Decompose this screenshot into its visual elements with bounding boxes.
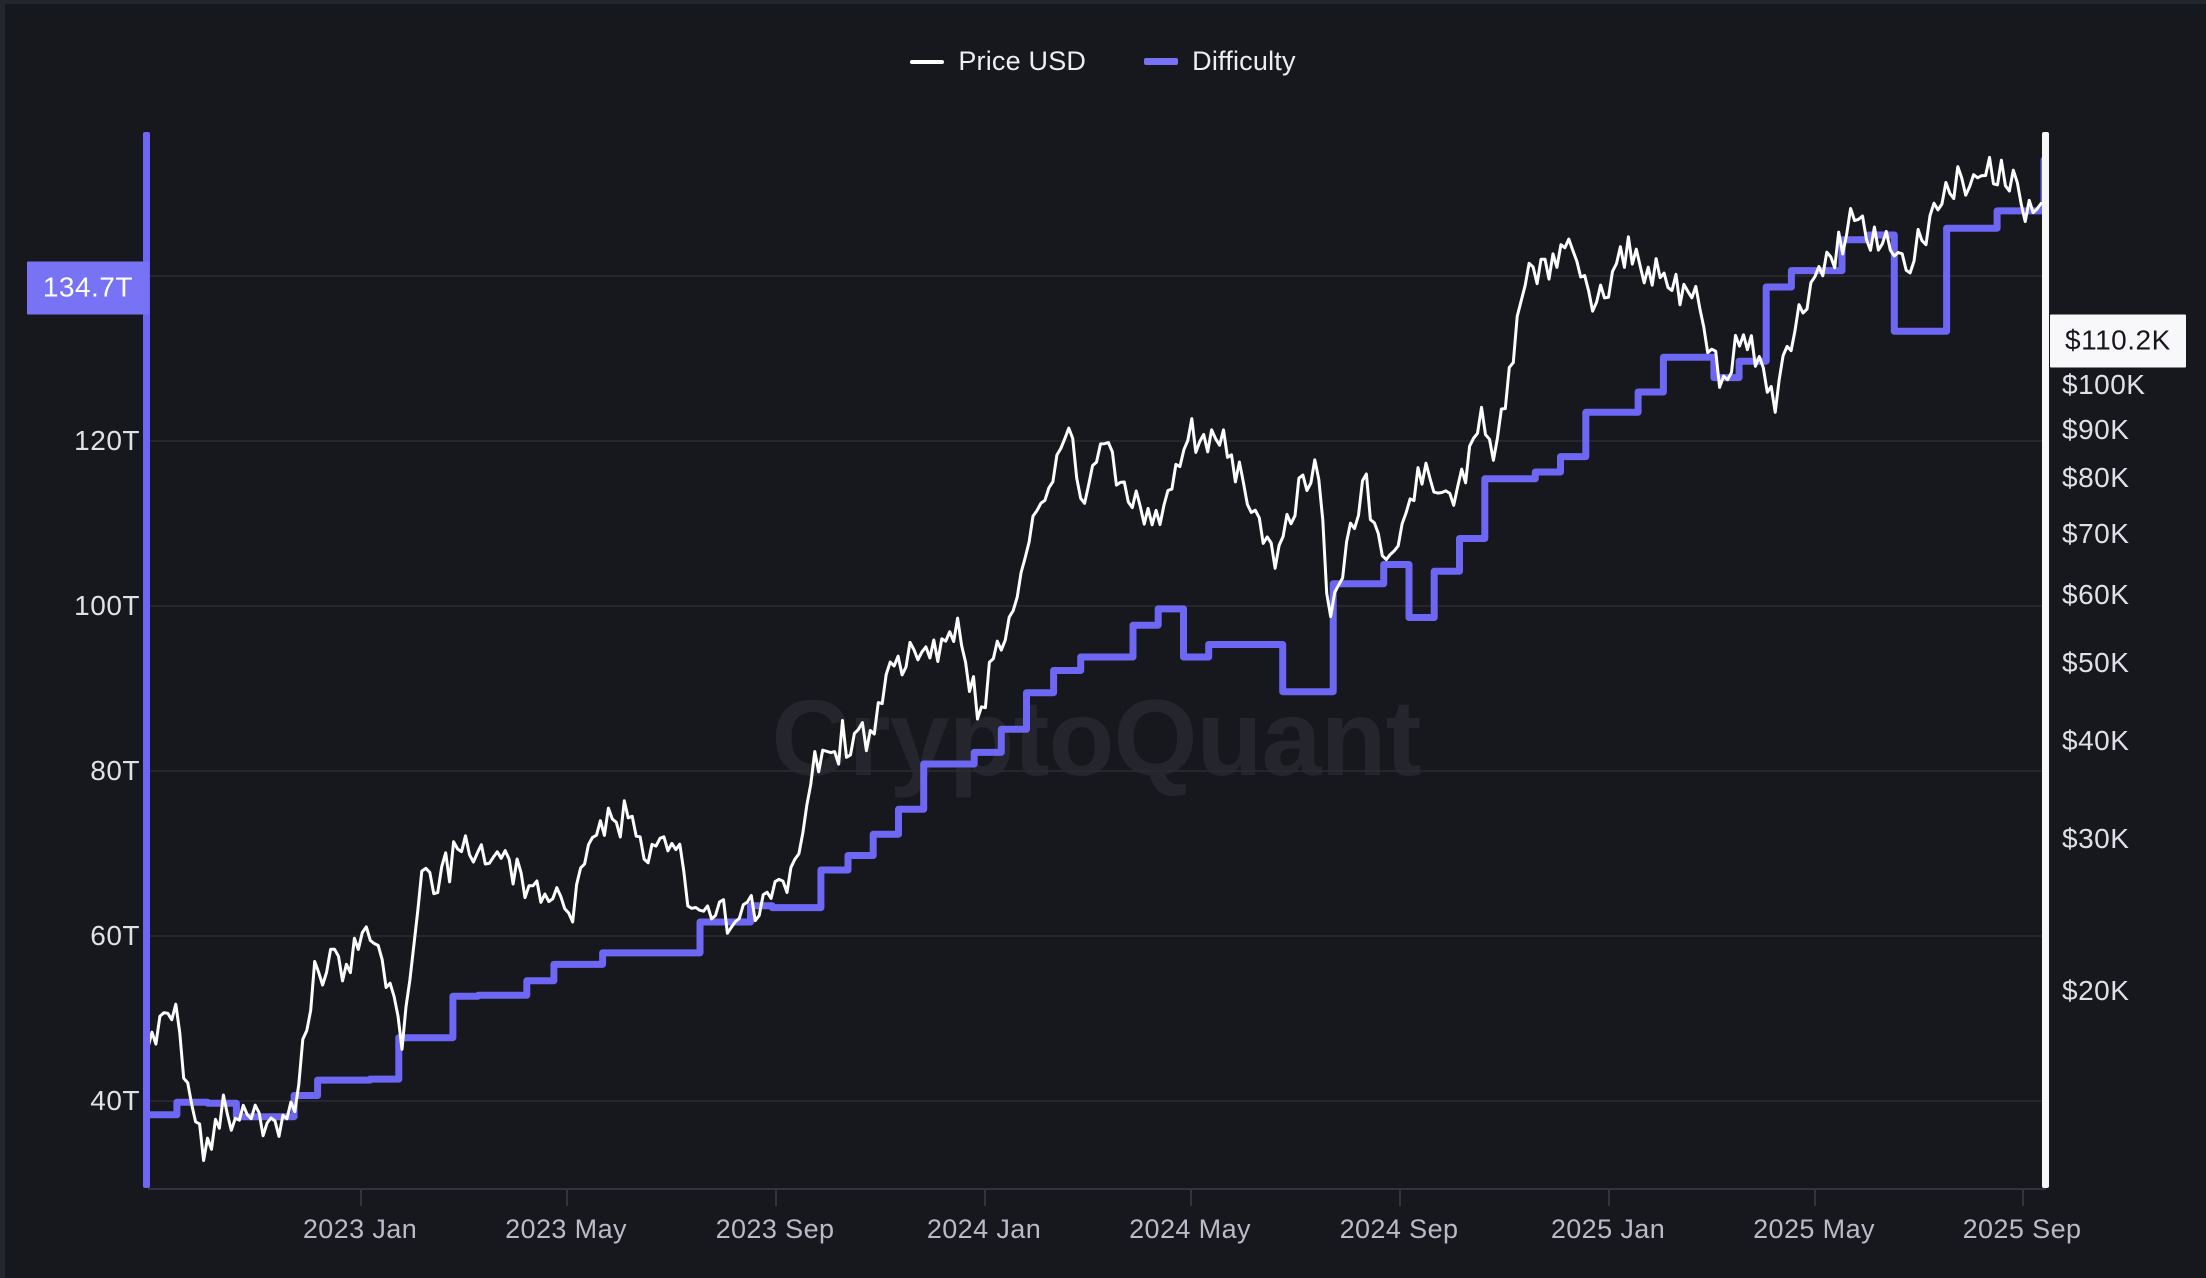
right-axis-tick-label: $90K	[2062, 414, 2130, 445]
left-axis-tick-label: 120T	[74, 425, 140, 456]
window-top-border	[0, 0, 2206, 4]
legend-item-price-usd[interactable]: Price USD	[910, 46, 1086, 77]
x-axis-tick-mark	[1814, 1188, 1816, 1206]
x-axis-tick-label: 2023 Jan	[302, 1214, 418, 1244]
chart-legend: Price USD Difficulty	[0, 46, 2206, 77]
right-axis-current-value-badge: $110.2K	[2050, 314, 2186, 368]
right-axis-tick-label: $60K	[2062, 579, 2130, 610]
x-axis-tick-mark	[360, 1188, 362, 1206]
x-axis-tick-label: 2025 Sep	[1962, 1214, 2082, 1244]
left-axis-current-value-badge: 134.7T	[26, 261, 149, 315]
left-axis-tick-label: 80T	[90, 755, 140, 786]
x-axis-tick-mark	[1608, 1188, 1610, 1206]
x-axis-tick-mark	[775, 1188, 777, 1206]
right-axis-tick-label: $100K	[2062, 369, 2146, 400]
x-axis-tick-mark	[1399, 1188, 1401, 1206]
x-axis-tick-label: 2024 Sep	[1339, 1214, 1459, 1244]
right-axis-tick-label: $20K	[2062, 975, 2130, 1006]
right-axis-tick-label: $40K	[2062, 725, 2130, 756]
x-axis-tick-label: 2023 May	[505, 1214, 627, 1244]
x-axis-tick-mark	[566, 1188, 568, 1206]
line-swatch-icon-difficulty	[1144, 58, 1179, 65]
x-axis-tick-mark	[1190, 1188, 1192, 1206]
left-axis-tick-label: 40T	[90, 1085, 140, 1116]
legend-item-difficulty[interactable]: Difficulty	[1144, 46, 1296, 77]
left-axis-tick-label: 100T	[74, 590, 140, 621]
legend-label-price-usd: Price USD	[958, 46, 1087, 76]
right-axis-tick-label: $30K	[2062, 823, 2130, 854]
left-axis-line	[143, 132, 150, 1188]
price-series-line	[148, 155, 2043, 1162]
plot-area[interactable]: CryptoQuant	[148, 128, 2044, 1188]
x-axis-tick-label: 2024 May	[1129, 1214, 1251, 1244]
right-axis-tick-label: $70K	[2062, 518, 2130, 549]
difficulty-series-line	[148, 156, 2044, 1121]
right-axis-tick-label: $50K	[2062, 647, 2130, 678]
gridlines	[148, 275, 2044, 1102]
right-axis-tick-label: $80K	[2062, 462, 2130, 493]
bottom-axis-line	[148, 1188, 2046, 1190]
x-axis-tick-label: 2025 May	[1753, 1214, 1875, 1244]
right-axis-line	[2042, 132, 2049, 1188]
x-axis-tick-mark	[984, 1188, 986, 1206]
legend-label-difficulty: Difficulty	[1192, 46, 1296, 76]
line-swatch-icon-price	[910, 59, 945, 64]
chart-canvas[interactable]	[148, 128, 2044, 1188]
left-axis-tick-label: 60T	[90, 920, 140, 951]
x-axis-tick-label: 2024 Jan	[926, 1214, 1042, 1244]
x-axis-tick-mark	[2022, 1188, 2024, 1206]
x-axis-tick-label: 2023 Sep	[715, 1214, 835, 1244]
x-axis-tick-label: 2025 Jan	[1550, 1214, 1666, 1244]
window-left-border	[0, 0, 5, 1278]
